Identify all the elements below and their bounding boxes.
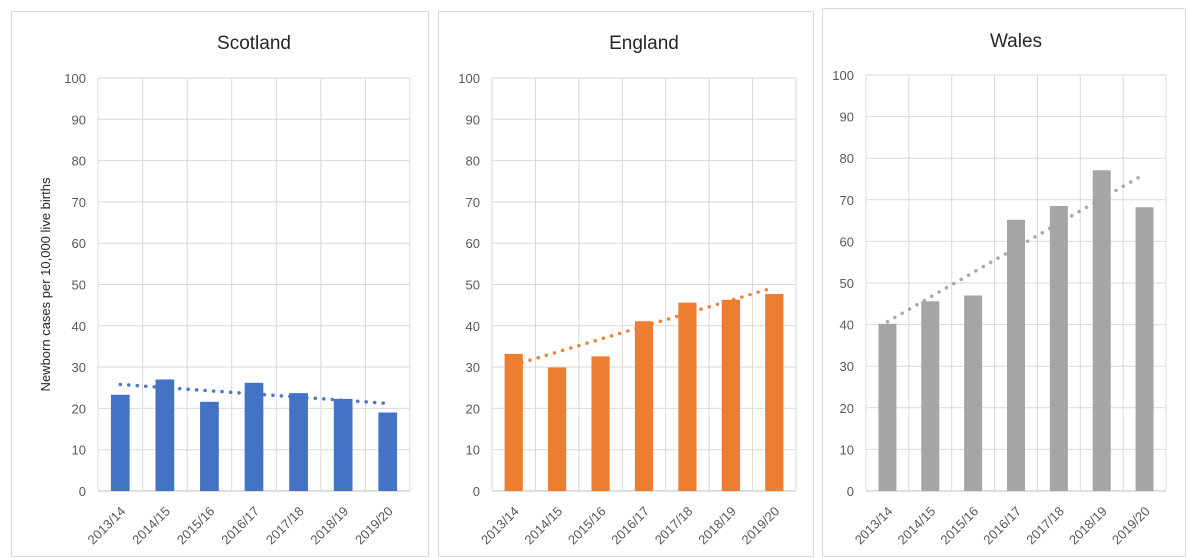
bar (504, 353, 523, 491)
x-tick-label: 2013/14 (478, 504, 522, 548)
y-tick-label: 30 (72, 360, 86, 375)
y-tick-label: 50 (72, 278, 86, 293)
y-tick-label: 100 (458, 71, 480, 86)
bar (765, 293, 784, 491)
chart-title: England (609, 33, 679, 54)
y-tick-label: 10 (840, 442, 854, 457)
x-tick-label: 2013/14 (852, 504, 896, 548)
bar (289, 393, 308, 491)
y-tick-label: 20 (72, 401, 86, 416)
bar (1049, 206, 1068, 492)
bar (548, 367, 567, 491)
bar (378, 412, 398, 491)
x-tick-label: 2018/19 (307, 504, 351, 548)
chart-panel-scotland: 0 10 20 30 40 50 60 70 80 90 100 2013/14 2014/15 2015… (11, 11, 429, 557)
y-tick-label: 80 (466, 154, 480, 169)
y-tick-label: 30 (466, 360, 480, 375)
x-tick-label: 2013/14 (85, 504, 129, 548)
y-tick-label: 60 (72, 236, 86, 251)
bar (878, 323, 897, 491)
y-tick-label: 40 (72, 319, 86, 334)
trendline (511, 285, 777, 367)
y-tick-label: 50 (466, 278, 480, 293)
chart-title: Scotland (217, 33, 291, 54)
y-tick-label: 20 (466, 401, 480, 416)
x-tick-label: 2015/16 (174, 504, 218, 548)
x-tick-label: 2015/16 (565, 504, 609, 548)
y-tick-label: 70 (840, 193, 854, 208)
x-tick-label: 2014/15 (895, 504, 939, 548)
bar (964, 295, 983, 491)
y-tick-label: 70 (466, 195, 480, 210)
x-tick-label: 2016/17 (980, 504, 1024, 548)
y-tick-label: 10 (466, 443, 480, 458)
bar (155, 379, 175, 491)
chart-scotland-svg: 0 10 20 30 40 50 60 70 80 90 100 2013/14 2014/15 2015… (38, 33, 411, 548)
x-tick-label: 2016/17 (218, 504, 262, 548)
y-axis-label: Newborn cases per 10,000 live births (38, 177, 53, 391)
chart-panel-wales: 0 10 20 30 40 50 60 70 80 90 100 2013/14 2014/15 2015… (822, 8, 1186, 557)
bar (200, 401, 219, 491)
bar (921, 301, 940, 491)
x-tick-label: 2018/19 (695, 504, 739, 548)
bar (591, 356, 610, 491)
x-tick-label: 2018/19 (1066, 504, 1110, 548)
y-tick-label: 80 (72, 154, 86, 169)
y-tick-label: 90 (840, 110, 854, 125)
bar (1135, 207, 1154, 491)
x-tick-label: 2019/20 (352, 504, 396, 548)
x-tick-label: 2016/17 (608, 504, 652, 548)
y-tick-label: 10 (72, 443, 86, 458)
bar (634, 321, 654, 491)
y-tick-label: 100 (832, 68, 854, 83)
chart-title: Wales (990, 31, 1042, 52)
bar (1007, 219, 1025, 491)
bar (333, 398, 353, 491)
y-tick-label: 40 (840, 318, 854, 333)
y-tick-label: 0 (473, 484, 480, 499)
y-tick-label: 30 (840, 359, 854, 374)
chart-wales-svg: 0 10 20 30 40 50 60 70 80 90 100 2013/14 2014/15 2015… (832, 31, 1167, 548)
y-tick-label: 70 (72, 195, 86, 210)
trendline (885, 172, 1147, 324)
bar (1092, 170, 1111, 491)
y-tick-label: 0 (847, 484, 854, 499)
y-tick-label: 80 (840, 151, 854, 166)
x-tick-label: 2017/18 (263, 504, 307, 548)
bar (244, 382, 264, 491)
chart-panel-england: 0 10 20 30 40 50 60 70 80 90 100 2013/14 2014/15 2015… (438, 11, 814, 557)
y-tick-label: 0 (79, 484, 86, 499)
y-tick-label: 20 (840, 401, 854, 416)
y-tick-label: 50 (840, 276, 854, 291)
bar (678, 302, 697, 491)
y-tick-label: 100 (64, 71, 86, 86)
y-tick-label: 90 (72, 112, 86, 127)
x-tick-label: 2017/18 (652, 504, 696, 548)
y-tick-label: 60 (466, 236, 480, 251)
x-tick-label: 2019/20 (739, 504, 783, 548)
y-tick-label: 90 (466, 112, 480, 127)
x-tick-label: 2014/15 (521, 504, 565, 548)
y-tick-label: 40 (466, 319, 480, 334)
x-tick-label: 2015/16 (937, 504, 981, 548)
x-tick-label: 2014/15 (129, 504, 173, 548)
x-tick-label: 2017/18 (1023, 504, 1067, 548)
bar (110, 394, 130, 491)
x-tick-label: 2019/20 (1109, 504, 1153, 548)
bar (721, 299, 740, 491)
y-tick-label: 60 (840, 234, 854, 249)
chart-england-svg: 0 10 20 30 40 50 60 70 80 90 100 2013/14 2014/15 2015… (458, 33, 797, 548)
